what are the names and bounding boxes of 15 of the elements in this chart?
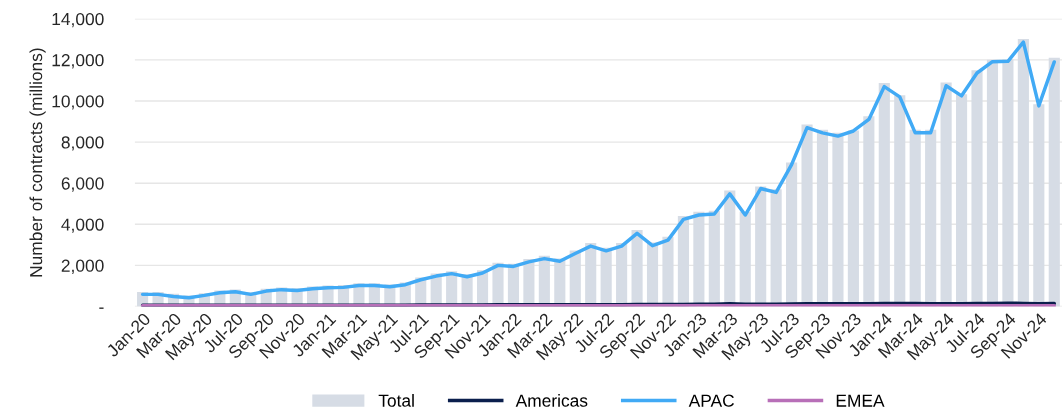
legend-label: Total bbox=[378, 394, 414, 407]
y-tick-label: 4,000 bbox=[61, 218, 104, 233]
y-axis-title: Number of contracts (millions) bbox=[29, 48, 46, 277]
legend-label: Americas bbox=[515, 394, 588, 407]
y-tick-label: 10,000 bbox=[52, 95, 104, 110]
bar bbox=[1048, 57, 1060, 307]
y-tick-label: 12,000 bbox=[52, 54, 104, 69]
legend-label: APAC bbox=[688, 394, 735, 407]
y-tick-label: 2,000 bbox=[61, 259, 104, 274]
y-tick-label: - bbox=[99, 307, 104, 309]
line-series bbox=[140, 40, 1057, 300]
y-tick-label: 14,000 bbox=[52, 12, 104, 28]
legend-label: EMEA bbox=[836, 394, 885, 407]
y-tick-label: 6,000 bbox=[61, 177, 104, 192]
y-tick-label: 8,000 bbox=[61, 136, 104, 151]
